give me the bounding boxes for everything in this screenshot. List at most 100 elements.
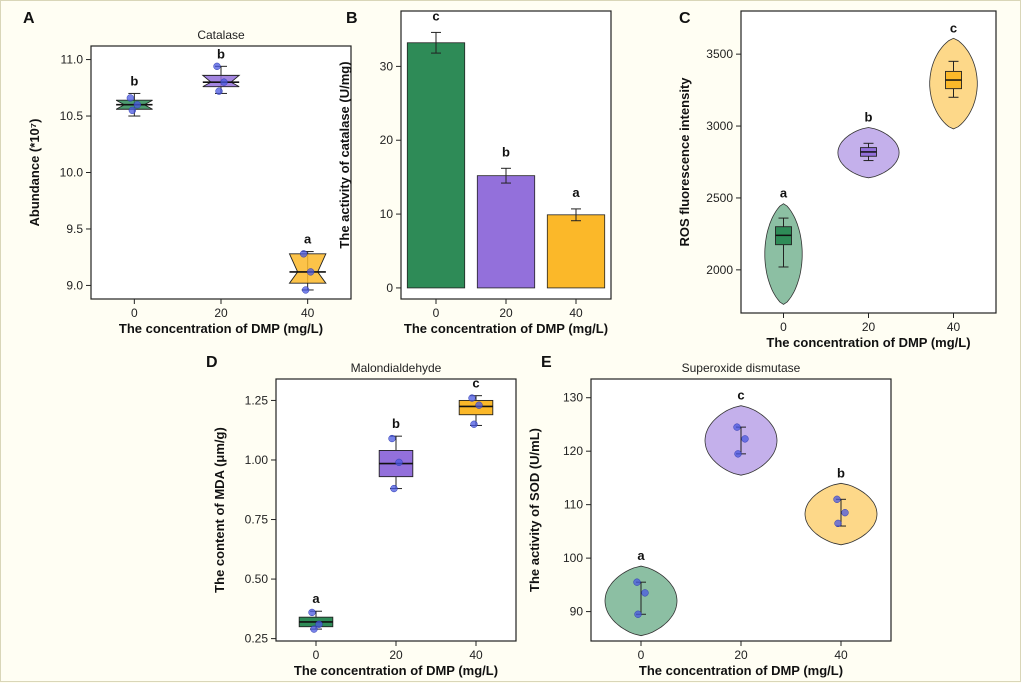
x-tick-label: 20: [862, 320, 876, 334]
data-marks: b b a: [115, 46, 327, 294]
data-point: [468, 394, 476, 402]
data-point: [220, 78, 228, 86]
significance-letter: c: [432, 8, 439, 23]
data-point: [733, 423, 741, 431]
x-tick-label: 20: [214, 306, 228, 320]
y-tick-label: 20: [380, 133, 394, 147]
y-tick-label: 0: [386, 281, 393, 295]
significance-letter: b: [130, 73, 138, 88]
panel-letter-e: E: [541, 354, 552, 371]
x-tick-label: 20: [499, 306, 513, 320]
panel-letter-d: D: [206, 354, 218, 371]
x-tick-label: 40: [834, 648, 848, 662]
bar-0: [406, 42, 466, 289]
data-point: [310, 625, 318, 633]
panel-title: Malondialdehyde: [351, 361, 442, 375]
x-tick-label: 0: [780, 320, 787, 334]
significance-letter: a: [312, 591, 320, 606]
y-tick-label: 3000: [706, 119, 733, 133]
data-point: [126, 94, 134, 102]
y-tick-label: 10.5: [60, 109, 84, 123]
x-tick-label: 0: [313, 648, 320, 662]
significance-letter: c: [737, 388, 744, 403]
significance-letter: b: [217, 46, 225, 61]
x-axis-label: The concentration of DMP (mg/L): [404, 321, 608, 336]
significance-letter: a: [304, 232, 312, 247]
data-point: [213, 62, 221, 70]
bar-40: [546, 214, 606, 289]
y-tick-label: 2500: [706, 191, 733, 205]
x-axis-label: The concentration of DMP (mg/L): [766, 335, 970, 350]
significance-letter: b: [837, 465, 845, 480]
y-tick-label: 3500: [706, 47, 733, 61]
data-point: [128, 106, 136, 115]
data-point: [315, 620, 323, 628]
significance-letter: a: [572, 185, 580, 200]
y-axis-label: The activity of SOD (U/mL): [527, 428, 542, 592]
x-tick-label: 40: [947, 320, 961, 334]
data-point: [634, 610, 642, 618]
y-tick-label: 90: [570, 605, 584, 619]
y-axis-label: The activity of catalase (U/mg): [337, 61, 352, 248]
data-point: [833, 495, 841, 503]
x-tick-label: 0: [433, 306, 440, 320]
y-tick-label: 2000: [706, 263, 733, 277]
y-tick-label: 0.25: [245, 632, 269, 646]
y-tick-label: 30: [380, 59, 394, 73]
data-point: [308, 608, 316, 617]
y-tick-label: 9.5: [66, 222, 83, 236]
y-tick-label: 1.25: [245, 393, 269, 407]
data-point: [395, 458, 403, 467]
y-tick-label: 100: [563, 551, 583, 565]
data-point: [834, 519, 842, 528]
x-tick-label: 0: [131, 306, 138, 320]
panel-letter-a: A: [23, 10, 35, 27]
panel-letter-b: B: [346, 10, 358, 27]
y-tick-label: 130: [563, 391, 583, 405]
data-point: [300, 250, 308, 258]
data-point: [470, 420, 478, 428]
data-point: [641, 589, 649, 597]
panel-d: D Malondialdehyde 0.25 0.50 0.75 1.00 1.25 0 20 4…: [206, 354, 517, 678]
x-tick-label: 0: [638, 648, 645, 662]
data-point: [133, 101, 141, 109]
x-tick-label: 20: [734, 648, 748, 662]
data-point: [390, 484, 398, 493]
y-tick-label: 11.0: [61, 53, 84, 67]
data-point: [475, 401, 483, 409]
y-tick-label: 10.0: [60, 166, 84, 180]
y-tick-label: 0.50: [245, 572, 269, 586]
box-40: [458, 399, 494, 416]
significance-letter: a: [637, 548, 645, 563]
data-marks: a b c: [298, 376, 494, 633]
data-point: [841, 509, 849, 517]
significance-letter: a: [780, 186, 788, 201]
y-tick-label: 10: [380, 207, 394, 221]
y-tick-label: 1.00: [245, 453, 269, 467]
panel-e: E Superoxide dismutase 90 100 110 120 130 0 20 40…: [527, 354, 892, 678]
panel-title: Catalase: [197, 28, 245, 42]
y-axis-label: ROS fluorescence intensity: [677, 77, 692, 247]
x-axis-label: The concentration of DMP (mg/L): [294, 663, 498, 678]
y-axis-label: The content of MDA (μm/g): [212, 427, 227, 593]
data-marks: c b a: [406, 8, 606, 289]
x-tick-label: 40: [569, 306, 583, 320]
data-point: [302, 286, 310, 294]
data-point: [215, 87, 223, 95]
panel-letter-c: C: [679, 10, 691, 27]
data-point: [734, 450, 742, 458]
y-axis-label: Abundance (*10⁷): [27, 119, 42, 227]
y-tick-label: 0.75: [245, 513, 269, 527]
significance-letter: b: [865, 109, 873, 124]
data-point: [388, 434, 396, 443]
data-point: [307, 268, 315, 276]
significance-letter: c: [950, 20, 957, 35]
significance-letter: b: [502, 144, 510, 159]
x-tick-label: 40: [301, 306, 315, 320]
data-point: [741, 435, 749, 443]
x-axis-label: The concentration of DMP (mg/L): [639, 663, 843, 678]
